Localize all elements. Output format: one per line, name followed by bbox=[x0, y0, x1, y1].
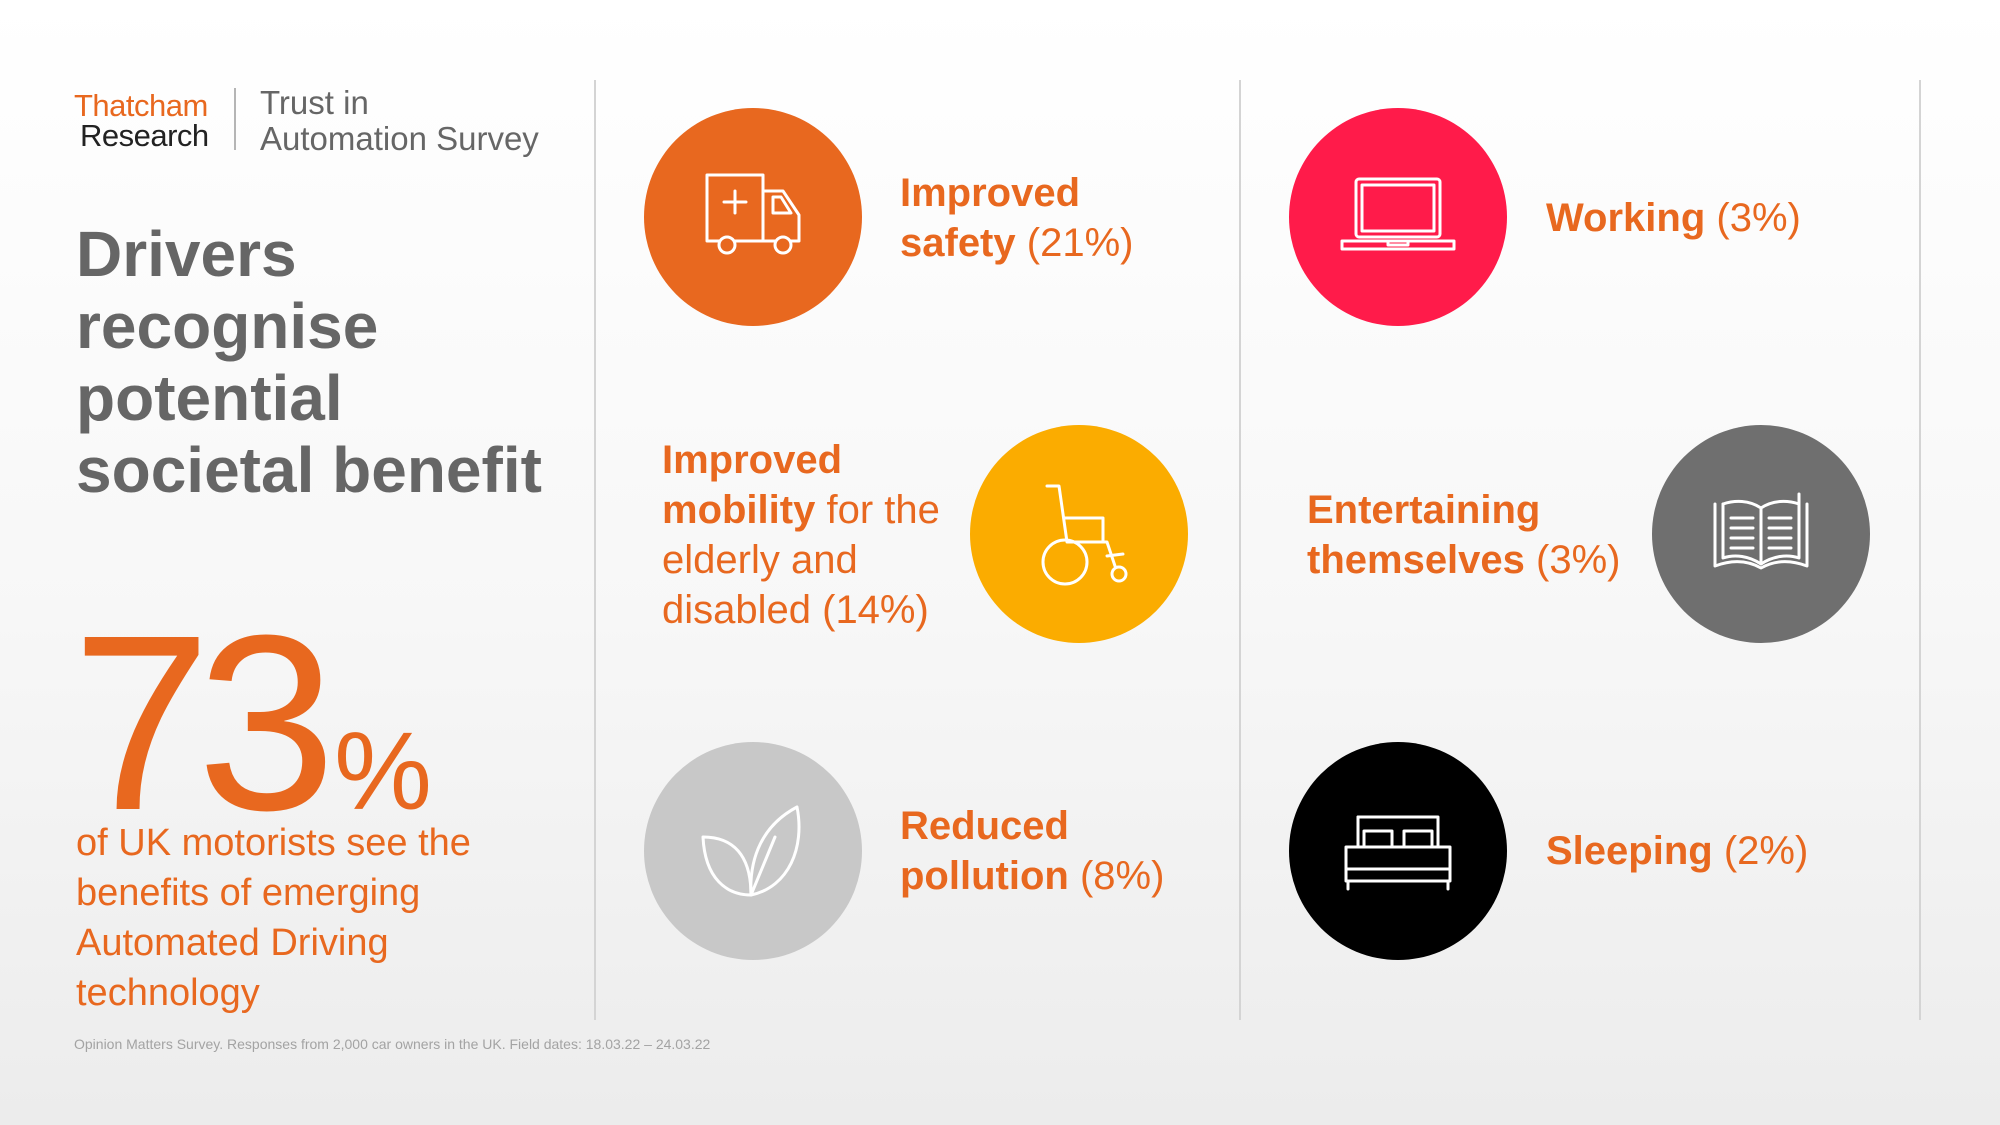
benefit-title: Working bbox=[1546, 196, 1706, 240]
wheelchair-icon bbox=[1041, 484, 1128, 586]
benefit-percent: (8%) bbox=[1079, 854, 1165, 898]
column-divider bbox=[1239, 80, 1241, 1020]
column-divider bbox=[1919, 80, 1921, 1020]
working-circle bbox=[1289, 108, 1507, 326]
benefit-title: Sleeping bbox=[1546, 829, 1713, 873]
benefit-percent: (3%) bbox=[1716, 196, 1801, 240]
brand-logo-line2: Research bbox=[80, 118, 209, 153]
benefit-title: Reduced bbox=[900, 804, 1069, 848]
benefit-title: mobility bbox=[662, 488, 816, 532]
stat-caption-line: technology bbox=[76, 972, 260, 1014]
benefit-label-pollution: Reduced pollution (8%) bbox=[900, 801, 1164, 901]
headline-line: societal benefit bbox=[76, 434, 542, 506]
ambulance-icon bbox=[705, 173, 801, 255]
stat-value: 73% bbox=[72, 598, 432, 848]
benefit-text: elderly and bbox=[662, 538, 858, 582]
headline-line: Drivers bbox=[76, 218, 297, 290]
stat-caption-line: of UK motorists see the bbox=[76, 822, 471, 864]
footnote: Opinion Matters Survey. Responses from 2… bbox=[74, 1036, 711, 1052]
headline-line: recognise bbox=[76, 290, 379, 362]
entertaining-circle bbox=[1652, 425, 1870, 643]
benefit-title: Improved bbox=[662, 438, 843, 482]
benefit-title: Improved bbox=[900, 171, 1081, 215]
safety-circle bbox=[644, 108, 862, 326]
bed-icon bbox=[1344, 815, 1452, 891]
stat-caption-line: Automated Driving bbox=[76, 922, 389, 964]
sleeping-circle bbox=[1289, 742, 1507, 960]
benefit-text: for the bbox=[826, 488, 940, 532]
leaf-icon bbox=[701, 805, 801, 897]
headline: Drivers recognise potential societal ben… bbox=[76, 218, 596, 506]
benefit-percent: (3%) bbox=[1536, 538, 1621, 582]
benefit-title: Entertaining bbox=[1307, 488, 1541, 532]
stat-unit: % bbox=[334, 710, 432, 833]
brand-logo-line1: Thatcham bbox=[74, 88, 208, 123]
benefit-title: pollution bbox=[900, 854, 1069, 898]
survey-title-line2: Automation Survey bbox=[260, 120, 539, 157]
mobility-circle bbox=[970, 425, 1188, 643]
benefit-text: disabled (14%) bbox=[662, 588, 929, 632]
book-icon bbox=[1713, 492, 1809, 570]
headline-line: potential bbox=[76, 362, 343, 434]
benefit-label-working: Working (3%) bbox=[1546, 193, 1801, 243]
benefit-label-safety: Improved safety (21%) bbox=[900, 168, 1133, 268]
benefit-label-mobility: Improved mobility for the elderly and di… bbox=[662, 435, 940, 635]
benefit-label-entertaining: Entertaining themselves (3%) bbox=[1307, 485, 1621, 585]
logo-separator bbox=[234, 88, 236, 150]
stat-caption: of UK motorists see the benefits of emer… bbox=[76, 818, 596, 1018]
stat-caption-line: benefits of emerging bbox=[76, 872, 421, 914]
benefit-percent: (2%) bbox=[1723, 829, 1809, 873]
column-divider bbox=[594, 80, 596, 1020]
benefit-label-sleeping: Sleeping (2%) bbox=[1546, 826, 1808, 876]
benefit-percent: (21%) bbox=[1026, 221, 1134, 265]
pollution-circle bbox=[644, 742, 862, 960]
laptop-icon bbox=[1340, 177, 1456, 251]
benefit-title: themselves bbox=[1307, 538, 1525, 582]
benefit-title: safety bbox=[900, 221, 1016, 265]
stat-number: 73 bbox=[72, 583, 336, 862]
survey-title-line1: Trust in bbox=[260, 84, 369, 121]
